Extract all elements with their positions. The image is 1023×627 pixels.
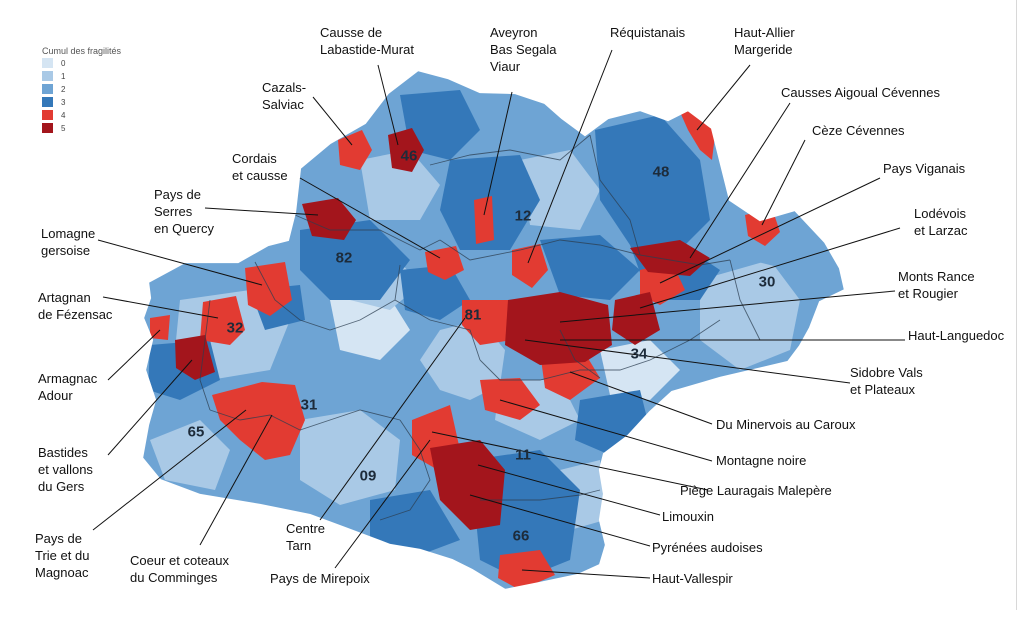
legend-label: 3 bbox=[61, 97, 66, 107]
department-number: 11 bbox=[515, 446, 531, 464]
legend-swatch bbox=[42, 58, 53, 68]
zone-label-causses-aigoual-cevennes: Causses Aigoual Cévennes bbox=[781, 85, 940, 100]
department-number: 12 bbox=[514, 207, 532, 225]
zone-label-haut-vallespir: Haut-Vallespir bbox=[652, 571, 733, 586]
leader-line bbox=[92, 409, 247, 531]
leader-line bbox=[483, 91, 513, 216]
zone-label-centre-tarn: Centre Tarn bbox=[286, 521, 326, 553]
legend-swatch bbox=[42, 71, 53, 81]
leader-line bbox=[521, 569, 651, 579]
zone-label-lomagne-gersoise: Lomagne gersoise bbox=[41, 226, 96, 258]
leader-line bbox=[761, 139, 806, 226]
leader-line bbox=[477, 464, 661, 516]
zone-label-pays-de-trie-et-du-magnoac: Pays de Trie et du Magnoac bbox=[35, 531, 90, 580]
zone-label-cordais-et-causse: Cordais et causse bbox=[232, 151, 288, 183]
zone-label-requistanais: Réquistanais bbox=[610, 25, 686, 40]
legend-item: 2 bbox=[42, 83, 121, 95]
leader-line bbox=[319, 317, 466, 521]
legend-swatch bbox=[42, 97, 53, 107]
leader-line bbox=[431, 431, 709, 491]
zone-label-haut-allier-margeride: Haut-Allier Margeride bbox=[734, 25, 795, 57]
legend-item: 5 bbox=[42, 122, 121, 134]
zone-label-cazals-salviac: Cazals- Salviac bbox=[262, 80, 307, 112]
leader-lines bbox=[92, 49, 905, 579]
leader-line bbox=[97, 239, 263, 286]
zone-label-artagnan-de-fezensac: Artagnan de Fézensac bbox=[38, 290, 113, 322]
region-outline bbox=[140, 68, 847, 592]
leader-line bbox=[639, 227, 901, 309]
leader-line bbox=[524, 339, 851, 384]
leader-line bbox=[204, 207, 319, 216]
zone-label-pays-viganais: Pays Viganais bbox=[883, 161, 966, 176]
department-number: 30 bbox=[758, 273, 776, 291]
department-number: 65 bbox=[187, 423, 205, 441]
leader-line bbox=[199, 414, 273, 546]
zone-label-haut-languedoc: Haut-Languedoc bbox=[908, 328, 1005, 343]
leader-line bbox=[569, 371, 713, 425]
zone-label-armagnac-adour: Armagnac Adour bbox=[38, 371, 98, 403]
zone-label-pays-de-serres-en-quercy: Pays de Serres en Quercy bbox=[154, 187, 214, 236]
leader-line bbox=[312, 96, 353, 146]
zone-label-pyrenees-audoises: Pyrénées audoises bbox=[652, 540, 763, 555]
zone-label-limouxin: Limouxin bbox=[662, 509, 715, 524]
leader-line bbox=[299, 177, 441, 259]
department-number: 31 bbox=[300, 396, 318, 414]
legend-swatch bbox=[42, 84, 53, 94]
department-number: 66 bbox=[512, 527, 530, 545]
zone-label-bastides-et-vallons-du-gers: Bastides et vallons du Gers bbox=[38, 445, 93, 494]
frame-border bbox=[1016, 0, 1017, 610]
legend-label: 0 bbox=[61, 58, 66, 68]
legend-title: Cumul des fragilités bbox=[42, 46, 122, 56]
leader-line bbox=[102, 296, 219, 319]
leader-line bbox=[527, 49, 613, 264]
legend-item: 1 bbox=[42, 70, 121, 82]
zone-label-sidobre-vals-et-plateaux: Sidobre Vals et Plateaux bbox=[850, 365, 923, 397]
department-number: 32 bbox=[226, 319, 244, 337]
legend-swatch bbox=[42, 110, 53, 120]
leader-line bbox=[559, 290, 896, 323]
zone-label-monts-rance-et-rougier: Monts Rance et Rougier bbox=[898, 269, 975, 301]
zone-label-lodevois-et-larzac: Lodévois et Larzac bbox=[914, 206, 968, 238]
department-number: 09 bbox=[359, 467, 377, 485]
department-number: 34 bbox=[630, 345, 648, 363]
legend-item: 4 bbox=[42, 109, 121, 121]
leader-line bbox=[696, 64, 751, 131]
zone-label-causse-de-labastide-murat: Causse de Labastide-Murat bbox=[320, 25, 414, 57]
zone-label-ceze-cevennes: Cèze Cévennes bbox=[812, 123, 905, 138]
department-number: 81 bbox=[464, 306, 482, 324]
zone-label-coeur-et-coteaux-du-comminges: Coeur et coteaux du Comminges bbox=[130, 553, 230, 585]
leader-line bbox=[469, 494, 651, 547]
legend-label: 2 bbox=[61, 84, 66, 94]
department-boundaries bbox=[199, 134, 761, 521]
leader-line bbox=[659, 177, 881, 284]
leader-line bbox=[107, 359, 193, 456]
department-number: 82 bbox=[335, 249, 353, 267]
leader-line bbox=[377, 64, 399, 146]
leader-line bbox=[689, 102, 791, 259]
legend-item: 3 bbox=[42, 96, 121, 108]
legend-label: 1 bbox=[61, 71, 66, 81]
legend-swatch bbox=[42, 123, 53, 133]
zone-label-montagne-noire: Montagne noire bbox=[716, 453, 807, 468]
department-number: 46 bbox=[400, 147, 418, 165]
legend-label: 5 bbox=[61, 123, 66, 133]
legend-label: 4 bbox=[61, 110, 66, 120]
zone-label-du-minervois-au-caroux: Du Minervois au Caroux bbox=[716, 417, 856, 432]
leader-line bbox=[499, 399, 713, 462]
leader-line bbox=[107, 329, 161, 381]
leader-line bbox=[334, 439, 431, 569]
zone-label-pays-de-mirepoix: Pays de Mirepoix bbox=[270, 571, 370, 586]
zone-label-aveyron-bas-segala-viaur: Aveyron Bas Segala Viaur bbox=[490, 25, 557, 74]
legend-item: 0 bbox=[42, 57, 121, 69]
department-number: 48 bbox=[652, 163, 670, 181]
zone-label-piege-lauragais-malepere: Piège Lauragais Malepère bbox=[680, 483, 832, 498]
legend: Cumul des fragilités 0 1 2 3 4 5 bbox=[42, 46, 121, 134]
